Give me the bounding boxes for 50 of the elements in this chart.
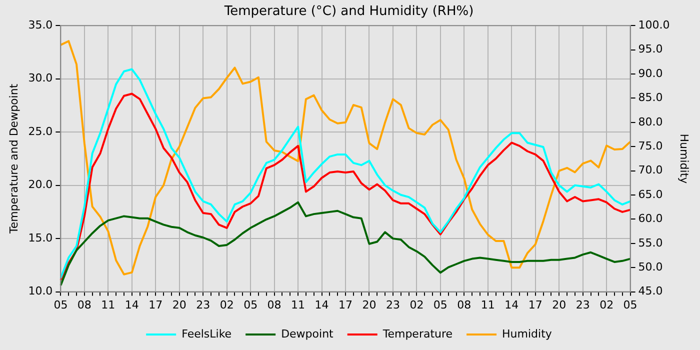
x-tick-label: 11 (480, 298, 495, 312)
y2-axis-title: Humidity (678, 134, 691, 184)
y2-tick-label: 100.0 (638, 18, 670, 32)
y-tick-label: 10.0 (28, 284, 53, 298)
x-tick-label: 08 (267, 298, 282, 312)
y-tick-label: 30.0 (28, 72, 53, 85)
chart-title: Temperature (°C) and Humidity (RH%) (223, 4, 474, 20)
x-tick-label: 05 (623, 298, 638, 312)
x-tick-label: 11 (101, 298, 116, 312)
legend-label: Humidity (502, 327, 552, 340)
y-tick-label: 25.0 (28, 124, 53, 138)
x-tick-label: 20 (362, 298, 376, 312)
y2-tick-label: 45.0 (638, 284, 663, 298)
x-tick-label: 05 (54, 298, 68, 312)
x-tick-label: 05 (433, 298, 448, 312)
x-tick-label: 02 (410, 298, 424, 312)
y2-tick-label: 80.0 (638, 115, 663, 128)
y2-tick-label: 65.0 (638, 188, 663, 201)
legend-label: Dewpoint (281, 327, 334, 340)
x-tick-label: 14 (504, 298, 519, 312)
x-tick-label: 23 (386, 298, 400, 312)
x-tick-label: 05 (244, 298, 258, 312)
legend-label: FeelsLike (182, 327, 232, 340)
x-tick-label: 08 (457, 298, 472, 312)
x-tick-label: 17 (148, 298, 163, 312)
y-tick-label: 35.0 (28, 18, 53, 32)
y2-tick-label: 70.0 (638, 164, 663, 177)
y2-tick-label: 50.0 (638, 260, 663, 274)
x-tick-label: 20 (172, 298, 186, 312)
x-tick-label: 11 (291, 298, 306, 312)
x-tick-label: 02 (600, 298, 614, 312)
y2-tick-label: 55.0 (638, 236, 663, 250)
x-tick-label: 17 (338, 298, 352, 312)
x-tick-label: 14 (124, 298, 139, 312)
x-tick-label: 02 (220, 298, 234, 312)
x-tick-label: 08 (77, 298, 92, 312)
y-tick-label: 20.0 (28, 178, 53, 192)
legend-label: Temperature (382, 327, 453, 340)
x-tick-label: 17 (528, 298, 542, 312)
x-tick-label: 23 (576, 298, 590, 312)
y-tick-label: 15.0 (28, 231, 53, 244)
y2-tick-label: 75.0 (638, 139, 663, 152)
x-tick-label: 20 (552, 298, 566, 312)
y2-tick-label: 60.0 (638, 212, 663, 226)
y-axis-title: Temperature and Dewpoint (7, 83, 20, 235)
x-tick-label: 23 (196, 298, 210, 312)
y2-tick-label: 85.0 (638, 91, 663, 104)
y2-tick-label: 95.0 (638, 42, 663, 56)
y2-tick-label: 90.0 (638, 66, 663, 80)
x-tick-label: 14 (314, 298, 329, 312)
